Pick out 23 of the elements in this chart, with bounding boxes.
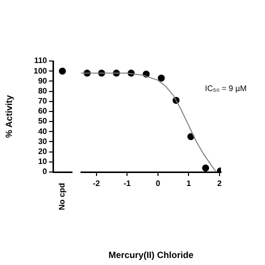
- y-tick-label: 90: [38, 76, 48, 86]
- y-tick-label: 60: [38, 106, 48, 116]
- x-tick-label: 0: [156, 179, 161, 188]
- x-tick-label: -2: [92, 179, 100, 188]
- x-tick-label: No cpd: [58, 182, 67, 210]
- point: [202, 164, 210, 172]
- y-tick-label: 40: [38, 126, 48, 136]
- y-tick-label: 30: [38, 136, 48, 146]
- annotation: IC₅₀ = 9 µM: [205, 84, 247, 93]
- x-tick-label: 1: [186, 179, 192, 188]
- y-tick-label: 0: [42, 167, 48, 176]
- y-tick-label: 80: [38, 86, 48, 96]
- x-tick-label: 2: [217, 179, 222, 188]
- y-tick-label: 110: [34, 56, 48, 66]
- y-tick-label: 100: [34, 66, 48, 76]
- y-tick-label: 70: [38, 96, 48, 106]
- y-tick-label: 50: [38, 116, 48, 126]
- x-axis-title: Mercury(II) Chloride: [108, 250, 194, 260]
- y-tick-label: 20: [38, 147, 48, 156]
- y-axis-title: % Activity: [4, 95, 14, 138]
- x-tick-label: -1: [124, 179, 132, 188]
- point: [158, 74, 165, 82]
- y-tick-label: 10: [38, 157, 48, 166]
